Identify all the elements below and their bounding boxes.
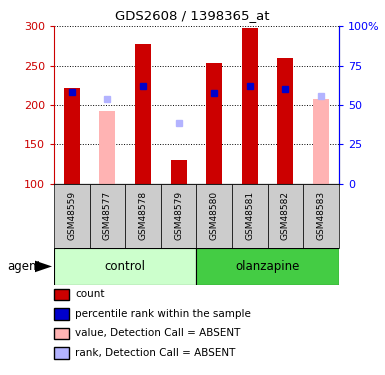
Text: agent: agent — [8, 260, 42, 273]
Bar — [242, 28, 258, 184]
FancyBboxPatch shape — [125, 184, 161, 248]
Text: control: control — [105, 260, 146, 273]
FancyBboxPatch shape — [90, 184, 125, 248]
Bar — [277, 58, 293, 184]
FancyBboxPatch shape — [232, 184, 268, 248]
Text: GSM48580: GSM48580 — [210, 191, 219, 240]
Text: GSM48579: GSM48579 — [174, 191, 183, 240]
FancyBboxPatch shape — [54, 184, 90, 248]
Bar — [135, 44, 151, 184]
Text: GSM48578: GSM48578 — [139, 191, 147, 240]
Bar — [313, 99, 329, 184]
Bar — [99, 111, 116, 184]
FancyBboxPatch shape — [196, 184, 232, 248]
Text: value, Detection Call = ABSENT: value, Detection Call = ABSENT — [75, 328, 241, 338]
FancyBboxPatch shape — [54, 248, 196, 285]
Text: olanzapine: olanzapine — [235, 260, 300, 273]
FancyBboxPatch shape — [161, 184, 196, 248]
Text: GSM48582: GSM48582 — [281, 191, 290, 240]
FancyBboxPatch shape — [196, 248, 339, 285]
Polygon shape — [35, 261, 52, 272]
Bar — [64, 88, 80, 184]
FancyBboxPatch shape — [303, 184, 339, 248]
Text: GSM48559: GSM48559 — [67, 191, 76, 240]
Text: GSM48583: GSM48583 — [316, 191, 325, 240]
Text: GSM48577: GSM48577 — [103, 191, 112, 240]
Text: percentile rank within the sample: percentile rank within the sample — [75, 309, 251, 319]
Bar — [206, 63, 222, 184]
Text: GDS2608 / 1398365_at: GDS2608 / 1398365_at — [115, 9, 270, 22]
Text: rank, Detection Call = ABSENT: rank, Detection Call = ABSENT — [75, 348, 236, 358]
Text: count: count — [75, 290, 105, 299]
Bar — [171, 160, 187, 184]
Text: GSM48581: GSM48581 — [245, 191, 254, 240]
FancyBboxPatch shape — [268, 184, 303, 248]
